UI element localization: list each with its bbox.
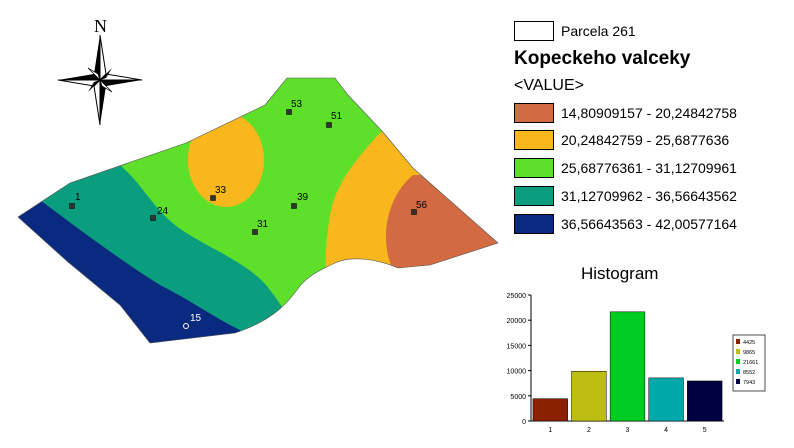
histogram-title: Histogram bbox=[581, 264, 659, 283]
histogram-legend: 4425 9865 21661 8552 7943 bbox=[732, 334, 766, 392]
parcel-map: N 1 24 33 53 51 39 31 56 15 bbox=[17, 16, 499, 344]
histogram-legend-label: 4425 bbox=[743, 340, 755, 346]
legend-class-row: 31,12709962 - 36,56643562 bbox=[514, 185, 737, 207]
legend-class-row: 36,56643563 - 42,00577164 bbox=[514, 213, 737, 235]
legend-class-swatch bbox=[514, 103, 554, 123]
legend-class-label: 31,12709962 - 36,56643562 bbox=[561, 188, 737, 204]
histogram-bar bbox=[687, 380, 723, 422]
legend-parcel-row: Parcela 261 bbox=[514, 20, 636, 42]
parcel-outline bbox=[17, 77, 499, 344]
sample-point-label: 56 bbox=[416, 200, 428, 211]
sample-point-label: 33 bbox=[215, 185, 227, 196]
sample-point-label: 15 bbox=[190, 313, 202, 324]
x-tick-label: 4 bbox=[664, 427, 668, 434]
legend-class-label: 36,56643563 - 42,00577164 bbox=[561, 216, 737, 232]
sample-point: 24 bbox=[150, 206, 169, 221]
sample-point: 56 bbox=[411, 200, 428, 215]
histogram-legend-swatch bbox=[736, 379, 740, 384]
legend-title: Kopeckeho valceky bbox=[514, 48, 691, 69]
legend-value-label: <VALUE> bbox=[514, 77, 584, 94]
histogram-bar bbox=[571, 371, 607, 422]
histogram-bar bbox=[532, 398, 568, 422]
north-label: N bbox=[94, 16, 107, 36]
legend-class-swatch bbox=[514, 158, 554, 178]
histogram-legend-swatch bbox=[736, 339, 740, 344]
histogram-legend-swatch bbox=[736, 359, 740, 364]
sample-point: 39 bbox=[291, 192, 309, 209]
sample-point-label: 53 bbox=[291, 99, 303, 110]
legend-class-row: 14,80909157 - 20,24842758 bbox=[514, 102, 737, 124]
histogram-legend-label: 7943 bbox=[743, 380, 755, 386]
legend-class-row: 25,68776361 - 31,12709961 bbox=[514, 157, 737, 179]
north-arrow: N bbox=[57, 16, 143, 126]
zone-red bbox=[385, 175, 498, 272]
histogram-legend-swatch bbox=[736, 369, 740, 374]
sample-point-label: 39 bbox=[297, 192, 309, 203]
histogram-legend-label: 21661 bbox=[743, 360, 758, 366]
sample-point-label: 31 bbox=[257, 219, 269, 230]
y-tick-label: 5000 bbox=[510, 394, 526, 401]
sample-point: 1 bbox=[69, 192, 81, 209]
x-tick-label: 1 bbox=[548, 427, 552, 434]
sample-point: 15 bbox=[183, 313, 202, 329]
histogram-bar bbox=[609, 311, 646, 422]
histogram-axes: 0 5000 10000 15000 20000 25000 1 2 3 4 5 bbox=[507, 293, 724, 434]
legend-class-swatch bbox=[514, 214, 554, 234]
sample-point: 33 bbox=[210, 185, 227, 201]
zone-orange-island bbox=[188, 113, 264, 207]
sample-point: 51 bbox=[326, 111, 343, 128]
histogram-bar bbox=[648, 377, 684, 422]
y-tick-label: 25000 bbox=[507, 293, 527, 300]
legend-class-label: 20,24842759 - 25,6877636 bbox=[561, 132, 730, 148]
sample-point-label: 51 bbox=[331, 111, 343, 122]
legend-class-swatch bbox=[514, 186, 554, 206]
y-tick-label: 20000 bbox=[507, 318, 527, 325]
sample-point: 53 bbox=[286, 99, 303, 115]
sample-point-label: 1 bbox=[75, 192, 81, 203]
x-tick-label: 5 bbox=[703, 427, 707, 434]
legend-parcel-swatch bbox=[514, 21, 554, 41]
histogram-legend-label: 9865 bbox=[743, 350, 755, 356]
legend-parcel-label: Parcela 261 bbox=[561, 23, 636, 39]
histogram-legend-swatch bbox=[736, 349, 740, 354]
x-tick-label: 2 bbox=[587, 427, 591, 434]
sample-point-label: 24 bbox=[157, 206, 169, 217]
histogram-bars bbox=[532, 311, 723, 422]
legend-class-row: 20,24842759 - 25,6877636 bbox=[514, 129, 729, 151]
sample-point: 31 bbox=[252, 219, 269, 235]
y-tick-label: 15000 bbox=[507, 343, 527, 350]
legend-class-label: 25,68776361 - 31,12709961 bbox=[561, 160, 737, 176]
legend-class-label: 14,80909157 - 20,24842758 bbox=[561, 105, 737, 121]
y-tick-label: 10000 bbox=[507, 369, 527, 376]
y-tick-label: 0 bbox=[522, 419, 526, 426]
histogram-legend-label: 8552 bbox=[743, 370, 755, 376]
histogram-legend-box bbox=[732, 334, 766, 392]
legend-class-swatch bbox=[514, 130, 554, 150]
x-tick-label: 3 bbox=[626, 427, 630, 434]
